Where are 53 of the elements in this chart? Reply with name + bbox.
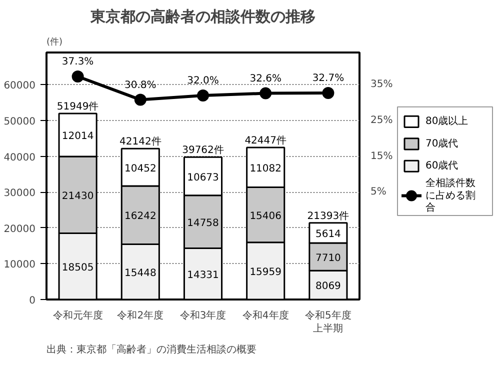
point xyxy=(197,89,209,102)
y-tick-label: 10000 xyxy=(4,260,36,271)
data-label: 14758 xyxy=(187,218,219,229)
data-label: 5614 xyxy=(315,228,341,240)
data-label: 37.3% xyxy=(62,56,94,68)
y2-tick-label: 5% xyxy=(370,186,386,198)
data-label: 15406 xyxy=(250,210,282,222)
x-tick-label: 令和3年度 xyxy=(180,310,226,322)
y-tick-label: 50000 xyxy=(4,116,36,128)
data-label: 11082 xyxy=(250,163,282,174)
data-label: 10452 xyxy=(124,163,156,174)
y-tick-label: 20000 xyxy=(4,224,36,235)
y2-tick-label: 35% xyxy=(370,79,393,90)
data-label: 30.8% xyxy=(124,80,156,91)
legend-label: 70歳代 xyxy=(426,137,458,150)
data-label: 32.6% xyxy=(250,73,282,84)
y-tick-label: 40000 xyxy=(4,152,36,164)
total-label: 42447件 xyxy=(244,136,287,147)
data-label: 18505 xyxy=(62,262,94,274)
data-label: 8069 xyxy=(315,281,341,292)
point xyxy=(322,86,334,99)
data-label: 15448 xyxy=(124,268,156,279)
data-label: 10673 xyxy=(187,172,219,184)
x-tick-label: 令和5年度上半期 xyxy=(305,310,352,335)
total-label: 42142件 xyxy=(119,136,162,148)
point xyxy=(134,94,146,106)
y-axis-title: (件) xyxy=(46,36,63,48)
total-label: 21393件 xyxy=(307,210,350,222)
total-label: 51949件 xyxy=(56,102,99,113)
x-tick-label: 令和2年度 xyxy=(117,310,164,322)
y2-tick-label: 25% xyxy=(370,115,393,126)
x-tick-label: 令和4年度 xyxy=(242,310,289,322)
point xyxy=(260,87,272,100)
total-label: 39762件 xyxy=(182,145,224,156)
chart-title: 東京都の高齢者の相談件数の推移 xyxy=(90,8,316,26)
legend-label: 全相談件数に占める割合 xyxy=(426,177,476,214)
y2-tick-label: 15% xyxy=(370,150,393,162)
data-label: 14331 xyxy=(187,270,219,281)
y-tick-label: 30000 xyxy=(4,188,36,200)
data-label: 16242 xyxy=(124,211,156,222)
legend-label: 80歳以上 xyxy=(426,115,468,128)
point xyxy=(72,70,84,82)
data-label: 32.0% xyxy=(187,75,219,86)
y-tick-label: 0 xyxy=(29,296,36,306)
data-label: 7710 xyxy=(315,252,341,264)
legend-label: 60歳代 xyxy=(426,160,458,172)
y-tick-label: 60000 xyxy=(4,80,36,92)
data-label: 21430 xyxy=(62,190,94,202)
data-label: 32.7% xyxy=(312,72,344,84)
data-label: 12014 xyxy=(62,131,94,142)
source-note: 出典：東京都「高齢者」の消費生活相談の概要 xyxy=(46,344,256,356)
data-label: 15959 xyxy=(250,266,282,278)
x-tick-label: 令和元年度 xyxy=(52,310,103,322)
